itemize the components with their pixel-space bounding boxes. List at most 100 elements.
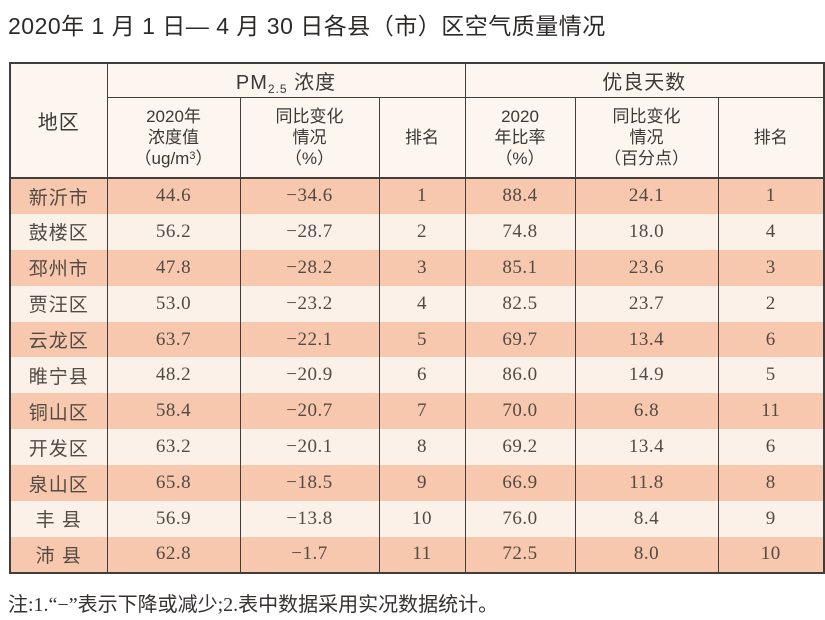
cell-pm-change: −13.8 bbox=[239, 501, 380, 537]
table-row: 丰 县 56.9 −13.8 10 76.0 8.4 9 bbox=[9, 501, 825, 537]
cell-pm-value: 58.4 bbox=[106, 393, 241, 430]
header-good-rate: 2020 年比率 （%） bbox=[464, 96, 576, 179]
cubic-superscript: 3 bbox=[189, 149, 196, 162]
pm25-suffix: 浓度 bbox=[287, 71, 337, 94]
table-row: 沛 县 62.8 −1.7 11 72.5 8.0 10 bbox=[9, 536, 825, 573]
header-pm-rank: 排名 bbox=[378, 96, 466, 179]
cell-good-rate: 88.4 bbox=[464, 178, 576, 214]
table-header: 地区 PM2.5 浓度 优良天数 2020年 浓度值 （ug/m3） 同比变化 … bbox=[9, 62, 825, 179]
cell-pm-rank: 8 bbox=[378, 429, 466, 466]
cell-good-change: 11.8 bbox=[574, 465, 719, 502]
cell-pm-value: 62.8 bbox=[106, 536, 241, 573]
cell-pm-change: −34.6 bbox=[239, 178, 380, 214]
cell-good-rate: 69.2 bbox=[464, 429, 576, 466]
table-body: 新沂市 44.6 −34.6 1 88.4 24.1 1 鼓楼区 56.2 −28.7 2 74.8 1… bbox=[9, 178, 825, 573]
cell-pm-rank: 10 bbox=[378, 501, 466, 537]
cell-pm-change: −20.7 bbox=[239, 393, 380, 430]
cell-good-rank: 10 bbox=[717, 536, 825, 573]
footnote: 注:1.“−”表示下降或减少;2.表中数据采用实况数据统计。 bbox=[8, 594, 499, 616]
table-row: 开发区 63.2 −20.1 8 69.2 13.4 6 bbox=[9, 429, 825, 466]
cell-pm-change: −20.9 bbox=[239, 357, 380, 394]
cell-pm-rank: 11 bbox=[378, 536, 466, 573]
table-row: 泉山区 65.8 −18.5 9 66.9 11.8 8 bbox=[9, 465, 825, 502]
cell-good-change: 14.9 bbox=[574, 357, 719, 394]
air-quality-table: 地区 PM2.5 浓度 优良天数 2020年 浓度值 （ug/m3） 同比变化 … bbox=[9, 62, 825, 574]
cell-region: 鼓楼区 bbox=[9, 213, 108, 250]
cell-good-rate: 85.1 bbox=[464, 249, 576, 286]
cell-pm-rank: 6 bbox=[378, 357, 466, 394]
cell-good-rate: 82.5 bbox=[464, 285, 576, 322]
cell-pm-value: 47.8 bbox=[106, 249, 241, 286]
cell-pm-rank: 2 bbox=[378, 213, 466, 250]
cell-pm-value: 53.0 bbox=[106, 285, 241, 322]
header-pm-change: 同比变化 情况 （%） bbox=[239, 96, 380, 179]
pm25-prefix: PM bbox=[235, 71, 268, 94]
table-row: 云龙区 63.7 −22.1 5 69.7 13.4 6 bbox=[9, 321, 825, 358]
cell-pm-value: 56.9 bbox=[106, 501, 241, 537]
cell-good-change: 13.4 bbox=[574, 429, 719, 466]
cell-pm-value: 63.7 bbox=[106, 321, 241, 358]
cell-pm-rank: 4 bbox=[378, 285, 466, 322]
cell-region: 新沂市 bbox=[9, 178, 108, 214]
cell-good-change: 6.8 bbox=[574, 393, 719, 430]
cell-region: 睢宁县 bbox=[9, 357, 108, 394]
cell-good-rate: 74.8 bbox=[464, 213, 576, 250]
cell-pm-change: −20.1 bbox=[239, 429, 380, 466]
cell-good-rate: 69.7 bbox=[464, 321, 576, 358]
cell-pm-rank: 7 bbox=[378, 393, 466, 430]
cell-good-change: 13.4 bbox=[574, 321, 719, 358]
cell-good-rate: 72.5 bbox=[464, 536, 576, 573]
cell-pm-change: −23.2 bbox=[239, 285, 380, 322]
cell-good-rank: 9 bbox=[717, 501, 825, 537]
cell-region: 丰 县 bbox=[9, 501, 108, 537]
cell-pm-rank: 9 bbox=[378, 465, 466, 502]
header-good-rank: 排名 bbox=[717, 96, 825, 179]
table-row: 铜山区 58.4 −20.7 7 70.0 6.8 11 bbox=[9, 393, 825, 430]
header-pm-value: 2020年 浓度值 （ug/m3） bbox=[106, 96, 241, 179]
cell-good-change: 23.6 bbox=[574, 249, 719, 286]
cell-good-rank: 4 bbox=[717, 213, 825, 250]
cell-good-rate: 66.9 bbox=[464, 465, 576, 502]
cell-pm-value: 44.6 bbox=[106, 178, 241, 214]
cell-region: 云龙区 bbox=[9, 321, 108, 358]
cell-good-rate: 76.0 bbox=[464, 501, 576, 537]
cell-region: 贾汪区 bbox=[9, 285, 108, 322]
cell-good-rank: 2 bbox=[717, 285, 825, 322]
header-good-change: 同比变化 情况 （百分点） bbox=[574, 96, 719, 179]
table-row: 贾汪区 53.0 −23.2 4 82.5 23.7 2 bbox=[9, 285, 825, 322]
pm25-subscript: 2.5 bbox=[267, 81, 288, 96]
cell-pm-rank: 1 bbox=[378, 178, 466, 214]
cell-good-rank: 8 bbox=[717, 465, 825, 502]
table-row: 睢宁县 48.2 −20.9 6 86.0 14.9 5 bbox=[9, 357, 825, 394]
table-row: 新沂市 44.6 −34.6 1 88.4 24.1 1 bbox=[9, 178, 825, 214]
cell-good-rank: 6 bbox=[717, 321, 825, 358]
cell-pm-change: −1.7 bbox=[239, 536, 380, 573]
cell-pm-rank: 3 bbox=[378, 249, 466, 286]
page-title: 2020年 1 月 1 日— 4 月 30 日各县（市）区空气质量情况 bbox=[8, 13, 606, 39]
cell-good-change: 23.7 bbox=[574, 285, 719, 322]
cell-pm-value: 56.2 bbox=[106, 213, 241, 250]
cell-pm-rank: 5 bbox=[378, 321, 466, 358]
cell-good-rank: 3 bbox=[717, 249, 825, 286]
cell-good-rank: 5 bbox=[717, 357, 825, 394]
cell-good-change: 8.4 bbox=[574, 501, 719, 537]
table-row: 邳州市 47.8 −28.2 3 85.1 23.6 3 bbox=[9, 249, 825, 286]
cell-pm-value: 63.2 bbox=[106, 429, 241, 466]
cell-region: 泉山区 bbox=[9, 465, 108, 502]
header-group-good-days: 优良天数 bbox=[464, 62, 825, 98]
cell-pm-change: −28.7 bbox=[239, 213, 380, 250]
cell-pm-value: 65.8 bbox=[106, 465, 241, 502]
header-sub-row: 2020年 浓度值 （ug/m3） 同比变化 情况 （%） 排名 2020 年比… bbox=[10, 96, 825, 179]
header-group-pm25: PM2.5 浓度 bbox=[106, 62, 466, 98]
cell-region: 铜山区 bbox=[9, 393, 108, 430]
cell-pm-change: −22.1 bbox=[239, 321, 380, 358]
cell-pm-change: −28.2 bbox=[239, 249, 380, 286]
cell-good-change: 24.1 bbox=[574, 178, 719, 214]
cell-good-rate: 70.0 bbox=[464, 393, 576, 430]
cell-good-rank: 11 bbox=[717, 393, 825, 430]
cell-region: 邳州市 bbox=[9, 249, 108, 286]
cell-region: 开发区 bbox=[9, 429, 108, 466]
table-row: 鼓楼区 56.2 −28.7 2 74.8 18.0 4 bbox=[9, 213, 825, 250]
cell-pm-value: 48.2 bbox=[106, 357, 241, 394]
